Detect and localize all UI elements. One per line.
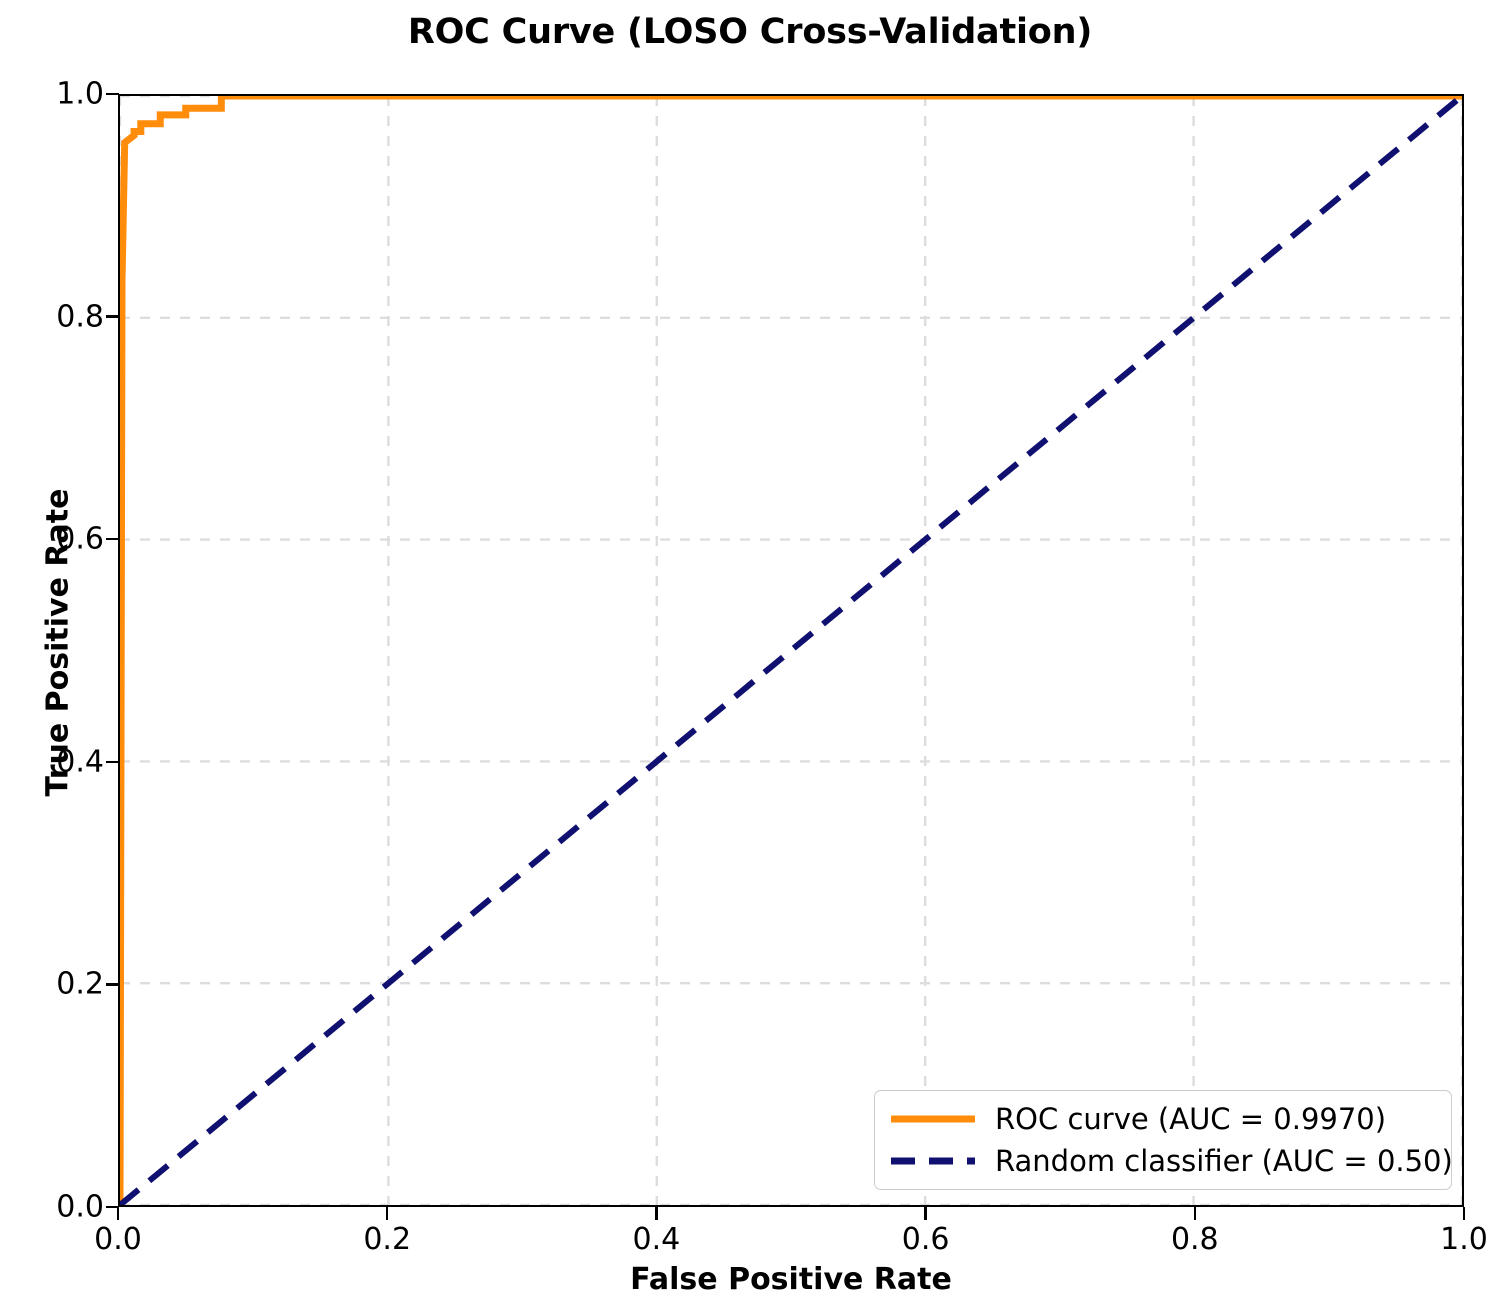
legend-label-roc-curve: ROC curve (AUC = 0.9970)	[995, 1101, 1387, 1136]
x-tick-label-4: 0.8	[1170, 1222, 1219, 1257]
y-tick-mark-2	[106, 760, 119, 764]
x-tick-label-3: 0.6	[901, 1222, 950, 1257]
x-tick-mark-0	[116, 1207, 120, 1220]
x-tick-mark-1	[385, 1207, 389, 1220]
y-tick-label-1: 0.2	[56, 966, 104, 1002]
y-tick-label-0: 0.0	[56, 1189, 104, 1225]
y-tick-mark-3	[106, 537, 119, 541]
legend-item-random-classifier: Random classifier (AUC = 0.50)	[889, 1143, 1453, 1179]
series-line-0	[120, 96, 1462, 1205]
page-title: ROC Curve (LOSO Cross-Validation)	[407, 12, 1093, 52]
plot-svg	[120, 96, 1462, 1205]
x-tick-label-0: 0.0	[94, 1222, 142, 1257]
x-tick-label-2: 0.4	[632, 1222, 681, 1257]
legend-swatch-roc-curve	[891, 1115, 975, 1123]
x-axis-tick-labels: 0.0 0.2 0.4 0.6 0.8 1.0	[94, 1222, 1488, 1266]
grid-lines	[120, 96, 1462, 1205]
y-tick-mark-5	[106, 92, 119, 96]
y-tick-mark-4	[106, 315, 119, 318]
legend: ROC curve (AUC = 0.9970) Random classifi…	[874, 1090, 1453, 1190]
x-tick-mark-3	[924, 1207, 927, 1220]
y-tick-label-4: 0.8	[56, 299, 104, 335]
x-tick-label-5: 1.0	[1440, 1222, 1488, 1257]
y-axis-tick-labels: 0.0 0.2 0.4 0.6 0.8 1.0	[0, 77, 104, 1225]
legend-label-random-classifier: Random classifier (AUC = 0.50)	[995, 1143, 1453, 1178]
y-tick-mark-1	[106, 983, 119, 986]
x-tick-label-1: 0.2	[363, 1222, 412, 1257]
y-tick-label-5: 1.0	[56, 76, 104, 112]
x-tick-mark-4	[1193, 1207, 1197, 1220]
x-axis-label: False Positive Rate	[630, 1262, 952, 1297]
series-lines	[120, 96, 1462, 1205]
legend-swatch-random-classifier	[891, 1157, 975, 1165]
y-tick-mark-0	[106, 1205, 119, 1209]
y-axis-label: True Positive Rate	[40, 488, 76, 797]
y-tick-label-3: 0.6	[56, 521, 104, 557]
plot-area	[118, 94, 1464, 1207]
x-tick-mark-5	[1462, 1207, 1466, 1220]
y-tick-label-2: 0.4	[56, 744, 104, 780]
legend-item-roc-curve: ROC curve (AUC = 0.9970)	[889, 1101, 1437, 1137]
x-tick-mark-2	[655, 1207, 658, 1220]
series-line-1	[120, 96, 1462, 1205]
